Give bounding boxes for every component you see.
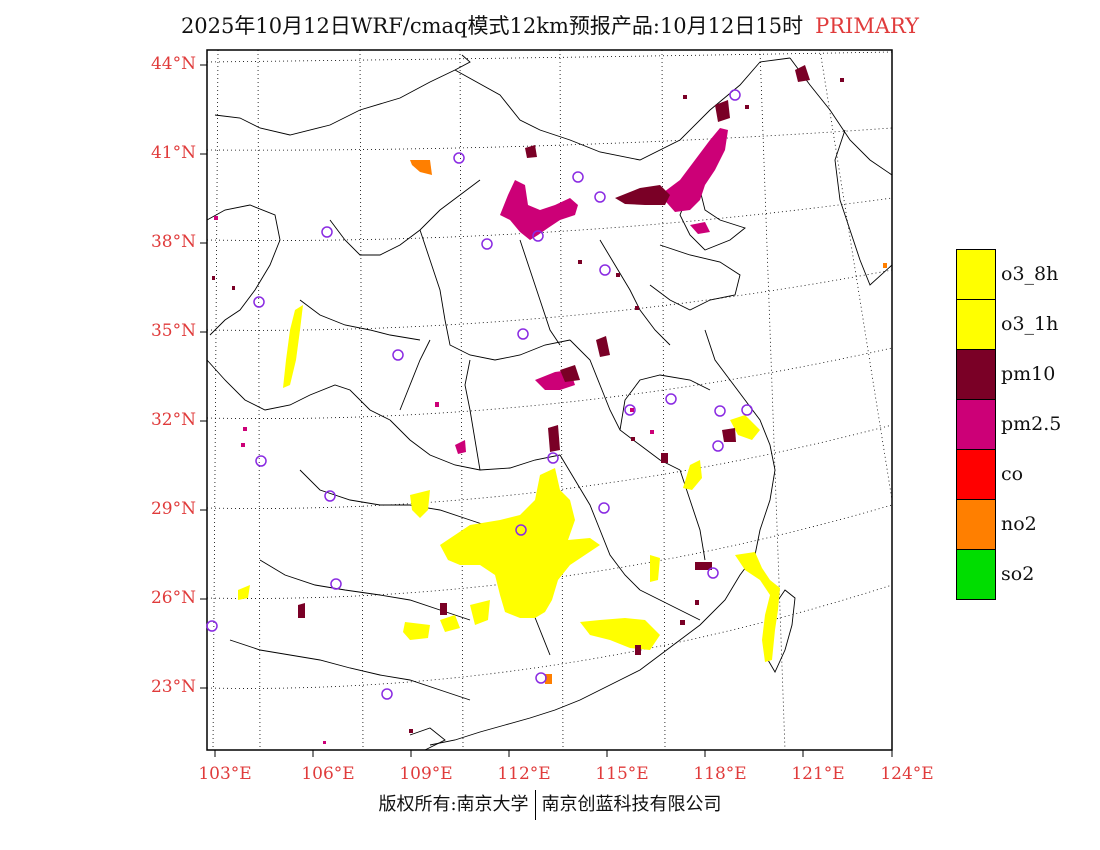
title-main: 2025年10月12日WRF/cmaq模式12km预报产品:10月12日15时 (180, 14, 804, 38)
lat-label: 35°N (150, 321, 196, 341)
legend-label: co (1001, 463, 1024, 485)
circle-marker-icon (255, 455, 267, 467)
lat-label: 32°N (150, 410, 196, 430)
lon-label: 118°E (693, 764, 747, 784)
legend-label: pm2.5 (1001, 413, 1062, 435)
legend-swatch (956, 499, 996, 549)
legend-label: o3_8h (1001, 263, 1059, 285)
graticule (206, 49, 893, 751)
axis-ticks (200, 64, 893, 757)
circle-marker-icon (741, 404, 753, 416)
no2-patches (410, 160, 887, 684)
footer-left: 版权所有:南京大学 (378, 794, 529, 815)
circle-marker-icon (599, 264, 611, 276)
o3-patches (238, 305, 780, 662)
lon-label: 112°E (497, 764, 551, 784)
legend-item: o3_8h (956, 249, 1096, 299)
pollution-patches (212, 65, 887, 744)
legend-swatch (956, 249, 996, 299)
footer-divider (534, 790, 536, 820)
lon-label: 106°E (301, 764, 355, 784)
small-dots (212, 78, 844, 733)
legend-swatch (956, 299, 996, 349)
circle-marker-icon (598, 502, 610, 514)
pm10-patches (298, 65, 810, 655)
lat-label: 38°N (150, 232, 196, 252)
circle-marker-icon (707, 567, 719, 579)
circle-marker-icon (517, 328, 529, 340)
circle-marker-icon (547, 452, 559, 464)
lon-label: 115°E (595, 764, 649, 784)
legend-label: no2 (1001, 513, 1037, 535)
lat-label: 29°N (150, 499, 196, 519)
legend-label: so2 (1001, 563, 1035, 585)
legend-swatch (956, 349, 996, 399)
page-title: 2025年10月12日WRF/cmaq模式12km预报产品:10月12日15时 P… (0, 10, 1100, 40)
lat-label: 26°N (150, 588, 196, 608)
legend-swatch (956, 449, 996, 499)
circle-marker-icon (594, 191, 606, 203)
lon-label: 103°E (198, 764, 252, 784)
lon-label: 109°E (399, 764, 453, 784)
legend-item: pm10 (956, 349, 1096, 399)
legend-item: so2 (956, 549, 1096, 600)
circle-marker-icon (324, 490, 336, 502)
circle-marker-icon (624, 404, 636, 416)
legend-label: pm10 (1001, 363, 1056, 385)
lat-label: 44°N (150, 54, 196, 74)
lon-label: 124°E (880, 764, 934, 784)
circle-marker-icon (321, 226, 333, 238)
circle-marker-icon (535, 672, 547, 684)
pollutant-legend: o3_8h o3_1h pm10 pm2.5 co no2 so2 (956, 249, 1096, 600)
circle-marker-icon (729, 89, 741, 101)
circle-marker-icon (453, 152, 465, 164)
legend-swatch (956, 399, 996, 449)
copyright-footer: 版权所有:南京大学 南京创蓝科技有限公司 (0, 790, 1100, 820)
lat-label: 23°N (150, 677, 196, 697)
footer-right: 南京创蓝科技有限公司 (541, 794, 722, 815)
circle-marker-icon (206, 620, 218, 632)
circle-marker-icon (330, 578, 342, 590)
circle-marker-icon (572, 171, 584, 183)
legend-item: pm2.5 (956, 399, 1096, 449)
circle-marker-icon (532, 230, 544, 242)
legend-swatch (956, 549, 996, 600)
circle-marker-icon (253, 296, 265, 308)
circle-marker-icon (712, 440, 724, 452)
circle-marker-icon (481, 238, 493, 250)
circle-marker-icon (381, 688, 393, 700)
title-tag: PRIMARY (815, 14, 920, 38)
circle-marker-icon (515, 524, 527, 536)
legend-item: co (956, 449, 1096, 499)
circle-marker-icon (714, 405, 726, 417)
circle-marker-icon (665, 393, 677, 405)
legend-label: o3_1h (1001, 313, 1059, 335)
lon-label: 121°E (791, 764, 845, 784)
lat-label: 41°N (150, 143, 196, 163)
small-pink-dots (214, 216, 654, 744)
legend-item: no2 (956, 499, 1096, 549)
map-frame (206, 49, 893, 751)
circle-marker-icon (392, 349, 404, 361)
monitoring-stations (206, 89, 753, 700)
legend-item: o3_1h (956, 299, 1096, 349)
province-borders (206, 54, 893, 751)
